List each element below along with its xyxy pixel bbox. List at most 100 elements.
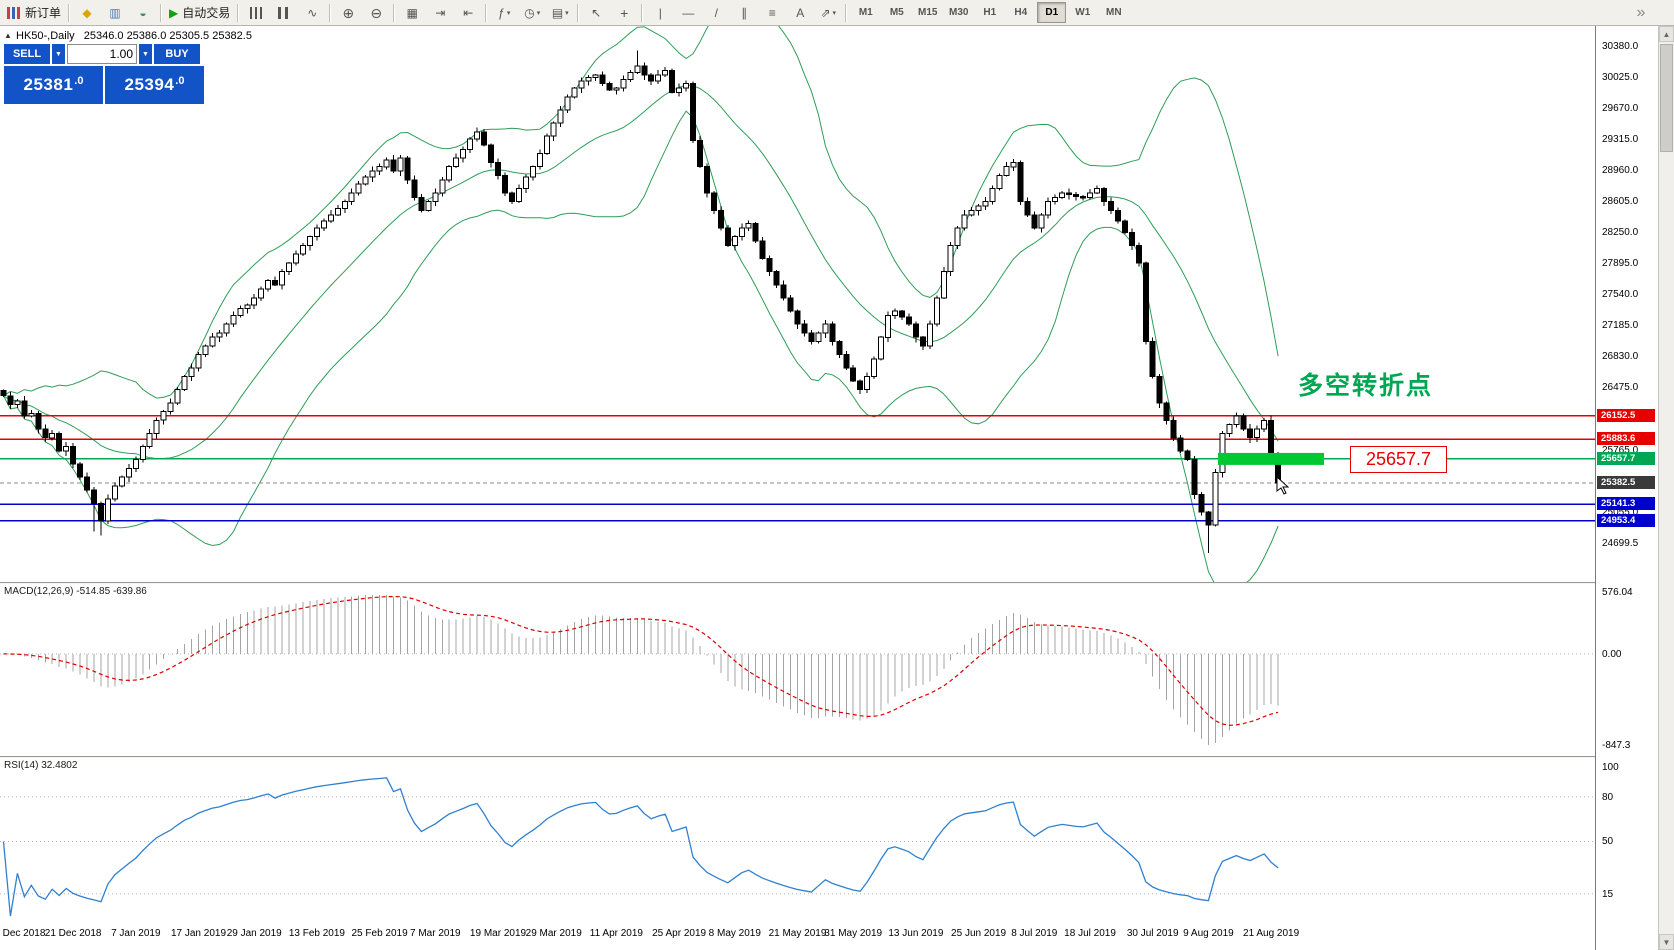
timeframe-m5[interactable]: M5 bbox=[889, 7, 904, 18]
candle bbox=[293, 250, 299, 266]
templates-icon: ▤ bbox=[551, 5, 564, 20]
fibonacci-button[interactable]: ≡ bbox=[759, 2, 785, 24]
candle bbox=[1198, 492, 1205, 516]
equidistant-channel-button[interactable]: ∥ bbox=[731, 2, 757, 24]
timeframe-mn[interactable]: MN bbox=[1105, 7, 1122, 18]
candle bbox=[1073, 191, 1080, 201]
scroll-thumb[interactable] bbox=[1660, 44, 1673, 152]
candle bbox=[745, 220, 752, 231]
new-chart-button[interactable]: ▥ bbox=[102, 2, 128, 24]
arrows-button[interactable]: ⇗ ▾ bbox=[815, 2, 841, 24]
price-axis[interactable]: 30380.0 30025.0 29670.0 29315.0 28960.0 28605… bbox=[1595, 26, 1658, 950]
price-level-callout[interactable]: 25657.7 bbox=[1350, 446, 1447, 473]
chart-shift-button[interactable]: ⇤ bbox=[455, 2, 481, 24]
indicators-button[interactable]: ƒ ▾ bbox=[491, 2, 517, 24]
timeframe-w1[interactable]: W1 bbox=[1075, 7, 1091, 18]
zoom-out-button[interactable]: ⊖ bbox=[363, 2, 389, 24]
price-tag: 24953.4 bbox=[1597, 513, 1655, 527]
line-chart-button[interactable]: ∿ bbox=[299, 2, 325, 24]
cursor-button[interactable]: ↖ bbox=[583, 2, 609, 24]
axis-label: 15 bbox=[1602, 888, 1614, 900]
candle bbox=[996, 173, 1003, 191]
macd-canvas[interactable] bbox=[0, 584, 1595, 756]
date-label: 8 Jul 2019 bbox=[1011, 928, 1058, 939]
templates-button[interactable]: ▤ ▾ bbox=[547, 2, 573, 24]
candlestick-chart-button[interactable] bbox=[271, 2, 297, 24]
axis-label: 30025.0 bbox=[1602, 72, 1639, 84]
candle bbox=[223, 322, 230, 337]
buy-price-main: 25394 bbox=[124, 75, 175, 94]
turning-point-marker[interactable] bbox=[1218, 452, 1324, 465]
vertical-line-icon: | bbox=[658, 5, 662, 20]
volume-input[interactable] bbox=[67, 44, 137, 64]
timeframe-m1[interactable]: M1 bbox=[858, 7, 873, 18]
candle bbox=[1226, 423, 1233, 438]
one-click-collapse-icon[interactable]: ▲ bbox=[4, 31, 12, 40]
volume-spinner-icon[interactable]: ▼ bbox=[139, 44, 152, 64]
turning-point-annotation[interactable]: 多空转折点 bbox=[1298, 372, 1434, 400]
candle bbox=[98, 501, 104, 536]
buy-price[interactable]: 25394 .0 bbox=[105, 66, 204, 104]
autotrading-button[interactable]: ▶ 自动交易 bbox=[166, 2, 233, 24]
candle bbox=[878, 336, 885, 361]
axis-label: 50 bbox=[1602, 836, 1614, 848]
panel-splitter[interactable] bbox=[0, 582, 1658, 584]
candle bbox=[397, 154, 404, 177]
sell-button[interactable]: SELL bbox=[4, 44, 50, 64]
candle bbox=[42, 424, 49, 442]
candle bbox=[355, 180, 362, 196]
favorites-button[interactable]: ◆ bbox=[74, 2, 100, 24]
candle bbox=[167, 398, 174, 415]
candle bbox=[265, 279, 272, 292]
sell-price[interactable]: 25381 .0 bbox=[4, 66, 103, 104]
horizontal-line-button[interactable]: — bbox=[675, 2, 701, 24]
rsi-canvas[interactable] bbox=[0, 758, 1595, 922]
tile-windows-button[interactable]: ▦ bbox=[399, 2, 425, 24]
chart-symbol-title: HK50-,Daily bbox=[16, 30, 75, 42]
candle bbox=[146, 429, 153, 449]
date-label: 18 Jul 2019 bbox=[1064, 928, 1116, 939]
periods-button[interactable]: ◷ ▾ bbox=[519, 2, 545, 24]
candle bbox=[1142, 261, 1149, 345]
axis-label: 80 bbox=[1602, 791, 1614, 803]
date-label: 19 Mar 2019 bbox=[469, 928, 527, 939]
timeframe-h1[interactable]: H1 bbox=[983, 7, 997, 18]
candle bbox=[111, 482, 118, 502]
main-chart-canvas[interactable] bbox=[0, 26, 1595, 582]
toolbar-separator bbox=[485, 3, 488, 22]
candle bbox=[571, 86, 578, 99]
vertical-line-button[interactable]: | bbox=[647, 2, 673, 24]
candle bbox=[432, 188, 439, 207]
buy-button[interactable]: BUY bbox=[154, 44, 200, 64]
timeframe-h4[interactable]: H4 bbox=[1014, 7, 1028, 18]
one-click-menu-caret-icon[interactable]: ▼ bbox=[52, 44, 65, 64]
bar-chart-button[interactable] bbox=[243, 2, 269, 24]
trendline-button[interactable]: / bbox=[703, 2, 729, 24]
timeframe-m15[interactable]: M15 bbox=[918, 7, 938, 18]
panel-splitter[interactable] bbox=[0, 756, 1658, 758]
candle bbox=[815, 331, 822, 344]
scrollbar[interactable]: ▲ ▼ bbox=[1658, 26, 1674, 950]
crosshair-button[interactable]: + bbox=[611, 2, 637, 24]
candle bbox=[627, 70, 634, 82]
text-button[interactable]: A bbox=[787, 2, 813, 24]
main-chart-panel: ▲ HK50-,Daily 25346.0 25386.0 25305.5 25… bbox=[0, 26, 1595, 582]
candle bbox=[362, 175, 369, 186]
scroll-up-icon[interactable]: ▲ bbox=[1659, 26, 1674, 42]
auto-scroll-button[interactable]: ⇥ bbox=[427, 2, 453, 24]
candle bbox=[369, 166, 376, 182]
new-order-button[interactable]: 新订单 bbox=[4, 2, 64, 24]
candle bbox=[1170, 416, 1177, 441]
profiles-button[interactable]: ◒ bbox=[130, 2, 156, 24]
zoom-in-button[interactable]: ⊕ bbox=[335, 2, 361, 24]
new-order-icon bbox=[7, 6, 21, 19]
timeframe-m30[interactable]: M30 bbox=[949, 7, 969, 18]
timeframe-d1[interactable]: D1 bbox=[1037, 2, 1067, 23]
date-label: 21 May 2019 bbox=[768, 928, 827, 939]
toolbar-overflow-icon[interactable]: » bbox=[1636, 3, 1646, 21]
candle bbox=[1038, 213, 1045, 233]
axis-label: 25765.0 bbox=[1602, 444, 1639, 456]
scroll-down-icon[interactable]: ▼ bbox=[1659, 934, 1674, 950]
candle bbox=[418, 194, 425, 213]
